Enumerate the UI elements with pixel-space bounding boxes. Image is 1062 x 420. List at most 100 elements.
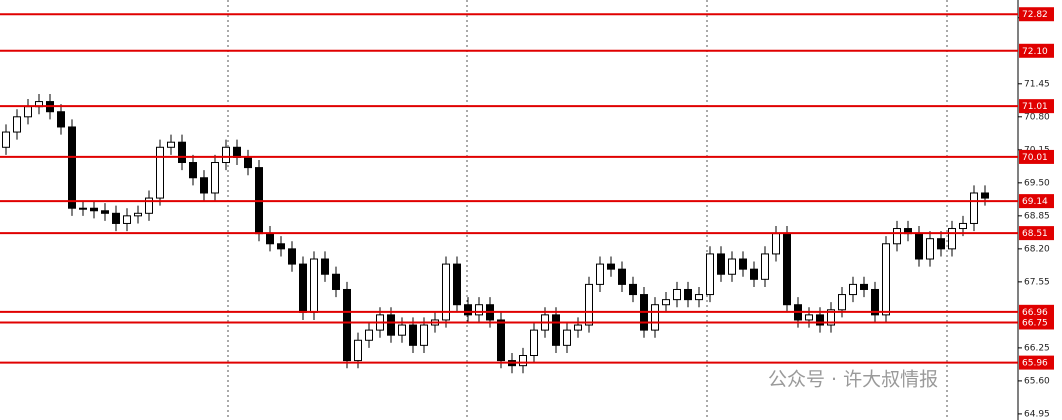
level-label: 70.01 <box>1022 153 1048 163</box>
candle-body <box>948 228 956 250</box>
candle-body <box>563 329 571 346</box>
candle-body <box>387 314 395 336</box>
level-label: 71.01 <box>1022 102 1048 112</box>
candle-body <box>893 228 901 245</box>
candle-body <box>112 212 120 224</box>
candle-body <box>761 253 769 280</box>
candle-body <box>57 111 65 128</box>
candle-body <box>167 141 175 148</box>
candle-body <box>706 253 714 296</box>
candle-body <box>585 283 593 326</box>
level-label: 65.96 <box>1022 359 1048 369</box>
candle-body <box>90 207 98 212</box>
y-tick-label: 64.95 <box>1024 409 1050 419</box>
candle-body <box>299 263 307 313</box>
level-label: 66.75 <box>1022 318 1048 328</box>
candle-body <box>596 263 604 285</box>
candle-body <box>750 268 758 280</box>
candle-body <box>739 258 747 270</box>
candle-body <box>343 288 351 362</box>
candle-body <box>728 258 736 275</box>
y-tick-label: 66.25 <box>1024 343 1050 353</box>
candle-body <box>222 146 230 164</box>
candle-body <box>827 309 835 326</box>
candle-body <box>860 283 868 290</box>
candle-body <box>156 146 164 199</box>
candle-body <box>134 212 142 217</box>
vertical-separators <box>227 0 948 420</box>
candle-body <box>629 283 637 296</box>
candle-body <box>233 146 241 158</box>
candle-body <box>277 243 285 250</box>
y-tick-label: 71.45 <box>1024 79 1050 89</box>
level-label: 69.14 <box>1022 197 1048 207</box>
candle-body <box>673 288 681 301</box>
candle-body <box>607 263 615 270</box>
candle-body <box>266 233 274 245</box>
candle-body <box>849 283 857 296</box>
candle-body <box>24 106 32 118</box>
level-label-bg <box>1019 355 1054 370</box>
level-label-bg <box>1019 194 1054 209</box>
level-label-bg <box>1019 315 1054 330</box>
candle-body <box>310 258 318 313</box>
candle-body <box>783 233 791 306</box>
candle-body <box>332 273 340 290</box>
candle-body <box>574 324 582 331</box>
level-label-bg <box>1019 149 1054 164</box>
candle-body <box>915 233 923 260</box>
candle-body <box>970 192 978 224</box>
candle-body <box>79 207 87 210</box>
candle-body <box>475 304 483 316</box>
candle-body <box>189 162 197 179</box>
candle-body <box>981 192 989 199</box>
candle-body <box>453 263 461 306</box>
level-label-bg <box>1019 7 1054 22</box>
candle-body <box>519 355 527 367</box>
candle-body <box>398 324 406 336</box>
candle-body <box>365 329 373 341</box>
candle-body <box>288 248 296 265</box>
level-label: 66.96 <box>1022 308 1048 318</box>
y-tick-label: 70.80 <box>1024 112 1050 122</box>
level-label-bg <box>1019 43 1054 58</box>
candle-body <box>244 156 252 169</box>
candle-body <box>882 243 890 316</box>
level-label-bg <box>1019 304 1054 319</box>
candle-body <box>101 210 109 214</box>
candle-body <box>442 263 450 321</box>
candle-body <box>530 329 538 357</box>
candle-body <box>13 116 21 133</box>
candle-body <box>321 258 329 275</box>
candle-body <box>211 162 219 194</box>
level-label: 72.82 <box>1022 10 1048 20</box>
level-label: 72.10 <box>1022 47 1048 57</box>
candle-body <box>926 238 934 260</box>
candle-body <box>497 319 505 362</box>
candle-body <box>937 238 945 250</box>
candle-body <box>959 222 967 230</box>
y-tick-label: 69.50 <box>1024 178 1050 188</box>
y-tick-label: 67.55 <box>1024 277 1050 287</box>
candle-body <box>662 299 670 306</box>
level-label-bg <box>1019 226 1054 241</box>
candle-body <box>816 314 824 326</box>
candle-body <box>354 339 362 362</box>
candle-body <box>695 294 703 301</box>
candle-body <box>464 304 472 316</box>
candle-body <box>717 253 725 275</box>
candle-body <box>618 268 626 285</box>
candle-body <box>2 131 10 148</box>
candle-body <box>200 177 208 194</box>
candle-body <box>805 314 813 321</box>
candle-body <box>552 314 560 346</box>
candle-body <box>409 324 417 346</box>
candle-body <box>123 215 131 224</box>
candle-body <box>178 141 186 164</box>
candle-body <box>651 304 659 331</box>
y-tick-label: 68.20 <box>1024 244 1050 254</box>
candle-body <box>68 126 76 209</box>
y-tick-label: 65.60 <box>1024 376 1050 386</box>
candle-body <box>145 197 153 214</box>
